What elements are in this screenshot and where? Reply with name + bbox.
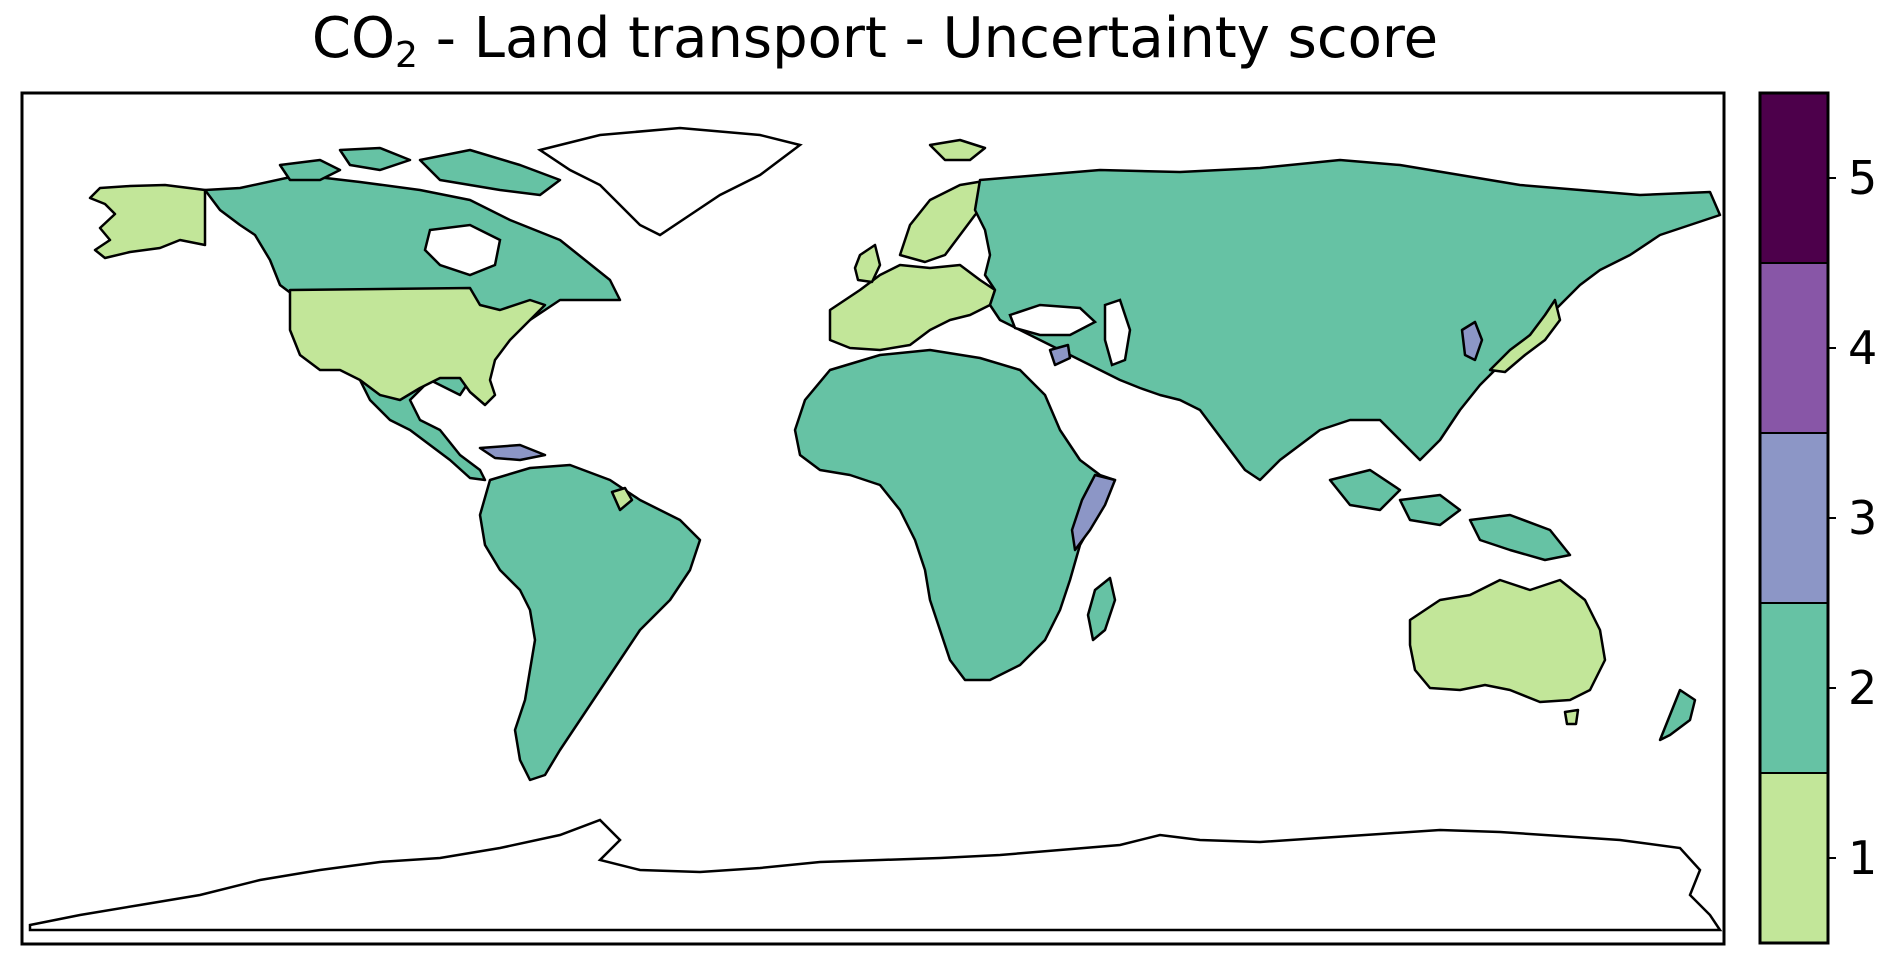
black-sea: [1008, 303, 1098, 337]
map-title: CO2 - Land transport - Uncertainty score: [0, 6, 1750, 76]
madagascar: [1086, 576, 1117, 642]
japan: [1488, 298, 1562, 374]
antarctica: [28, 818, 1723, 932]
somalia: [1070, 473, 1117, 552]
arctic-archipelago: [278, 146, 562, 197]
colorbar-segment-1: [1760, 773, 1828, 943]
colorbar-segment-5: [1760, 93, 1828, 263]
new-zealand: [1658, 688, 1697, 742]
colorbar-label-3: 3: [1848, 491, 1877, 545]
south-america: [478, 463, 702, 782]
alaska: [88, 183, 207, 260]
cuba: [478, 443, 547, 462]
colorbar-label-5: 5: [1848, 151, 1877, 205]
landmasses: [28, 126, 1723, 932]
maritime-southeast-asia: [1328, 468, 1572, 562]
colorbar-label-1: 1: [1848, 831, 1877, 885]
colorbar-segment-4: [1760, 263, 1828, 433]
korea: [1460, 320, 1484, 362]
title-prefix: CO: [311, 6, 396, 71]
eurasia: [973, 158, 1722, 482]
united-kingdom: [853, 243, 882, 284]
french-guiana: [610, 486, 634, 512]
colorbar-segment-2: [1760, 603, 1828, 773]
caspian-sea: [1103, 298, 1132, 367]
colorbar: 1 2 3 4 5: [1758, 91, 1877, 945]
australia: [1408, 578, 1607, 704]
greenland: [536, 126, 803, 237]
hudson-bay: [423, 223, 502, 277]
colorbar-label-2: 2: [1848, 661, 1877, 715]
africa: [793, 348, 1117, 682]
title-suffix: - Land transport - Uncertainty score: [417, 6, 1439, 71]
colorbar-segment-3: [1760, 433, 1828, 603]
tasmania: [1563, 708, 1580, 726]
title-subscript: 2: [395, 35, 418, 76]
colorbar-label-4: 4: [1848, 321, 1877, 375]
iceland: [928, 138, 987, 162]
middle-east-strip: [1048, 343, 1072, 367]
united-states: [288, 286, 547, 407]
